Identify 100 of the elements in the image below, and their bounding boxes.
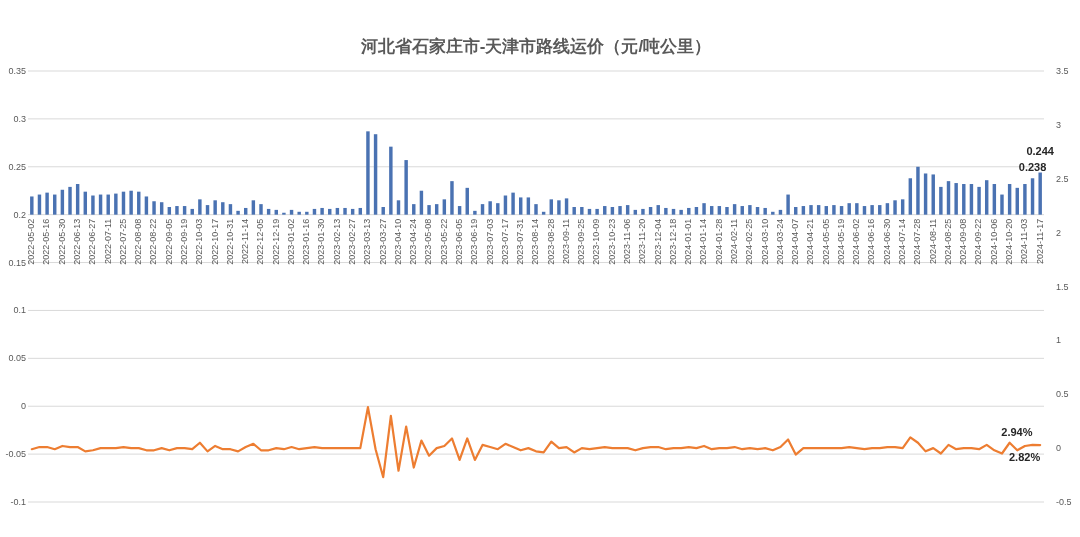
data-label: 0.238 [1018,161,1047,174]
bar [832,205,836,215]
x-tick-label: 2023-02-13 [331,218,342,265]
x-tick-label: 2023-12-04 [652,218,663,265]
bar [900,199,905,215]
bar [748,205,752,215]
bar [335,207,340,215]
x-tick-label: 2023-02-27 [347,218,358,265]
x-tick-label: 2024-09-08 [958,218,969,265]
bar [114,193,118,215]
bar [480,204,485,215]
x-tick-label: 2022-06-13 [72,218,83,265]
x-tick-label: 2024-10-06 [988,218,999,265]
x-tick-label: 2022-09-05 [163,218,174,265]
y-tick-label: 0.15 [8,257,26,268]
chart-title: 河北省石家庄市-天津市路线运价（元/吨公里） [359,37,712,56]
bar [519,197,523,215]
x-tick-label: 2023-06-05 [453,218,464,265]
x-tick-label: 2022-05-30 [56,218,67,265]
bar [549,199,553,215]
y-tick-label: 0.35 [8,66,26,76]
x-tick-label: 2022-10-31 [224,218,235,265]
bar [488,201,492,215]
bar [671,208,676,215]
x-tick-label: 2024-04-07 [790,218,801,265]
y2-tick-label: 1 [1056,335,1062,346]
bar [236,210,240,215]
bar [358,207,363,215]
x-tick-label: 2024-02-25 [744,218,755,265]
y-tick-label: 0.25 [8,161,26,172]
bar [939,186,943,215]
bar [106,194,110,215]
bar [709,206,714,215]
bar [266,208,271,215]
x-tick-label: 2023-04-24 [408,218,419,265]
bar [1023,184,1027,215]
bar [664,207,668,215]
x-tick-label: 2024-02-11 [728,218,739,265]
y-tick-label: -0.05 [5,449,26,460]
bar [855,203,859,215]
y2-tick-label: 2 [1056,227,1062,238]
bar [396,200,401,215]
x-tick-label: 2024-04-21 [805,218,816,265]
x-tick-label: 2023-03-13 [362,218,373,265]
bar [129,190,133,215]
bar [167,207,172,215]
bar [656,205,660,215]
x-tick-label: 2022-11-14 [240,218,251,265]
x-tick-label: 2023-06-19 [469,218,480,265]
bar [213,200,217,215]
bar [816,205,821,215]
x-tick-label: 2023-01-02 [285,218,296,265]
bar [878,205,882,215]
bar [862,206,867,215]
bar [496,203,500,215]
bar [526,197,531,215]
x-tick-label: 2023-12-18 [667,218,678,265]
bar [1000,194,1004,215]
bar [442,199,447,215]
y-tick-label: 0.3 [13,113,26,124]
bar [625,205,630,215]
x-tick-label: 2023-09-11 [560,218,571,265]
bar [755,207,760,215]
x-tick-label: 2024-06-02 [851,218,862,265]
bar [641,208,645,215]
x-tick-label: 2024-01-14 [698,218,709,265]
bar [450,181,454,215]
x-tick-label: 2023-08-14 [530,218,541,265]
bar [45,192,49,215]
x-tick-label: 2023-10-23 [606,218,617,265]
bar [687,207,691,215]
x-tick-label: 2023-11-20 [637,218,648,265]
bar [198,199,202,215]
y-tick-label: 0.2 [13,209,26,220]
bar [159,202,164,215]
x-tick-label: 2024-11-03 [1019,218,1030,265]
bar [587,208,592,215]
x-tick-label: 2024-05-05 [820,218,831,265]
x-tick-label: 2022-05-02 [26,218,37,265]
bar [381,207,385,215]
bar [1038,172,1042,215]
bar [740,206,744,215]
data-label: 0.244 [1026,144,1055,157]
x-tick-label: 2023-11-06 [622,218,633,265]
x-tick-label: 2023-07-31 [515,218,526,265]
x-tick-label: 2023-05-08 [423,218,434,265]
bar [30,196,34,215]
bar [786,194,790,215]
bar [289,209,294,215]
bar [152,201,156,215]
x-tick-label: 2022-09-19 [178,218,189,265]
bar [763,207,767,215]
y2-tick-label: 0.5 [1056,389,1069,400]
x-tick-label: 2023-10-09 [591,218,602,265]
data-label: 2.82% [1008,451,1041,464]
bar [694,207,699,215]
bar [274,209,278,215]
bar [870,205,874,215]
bar [366,131,370,215]
y2-tick-label: 1.5 [1056,281,1069,292]
